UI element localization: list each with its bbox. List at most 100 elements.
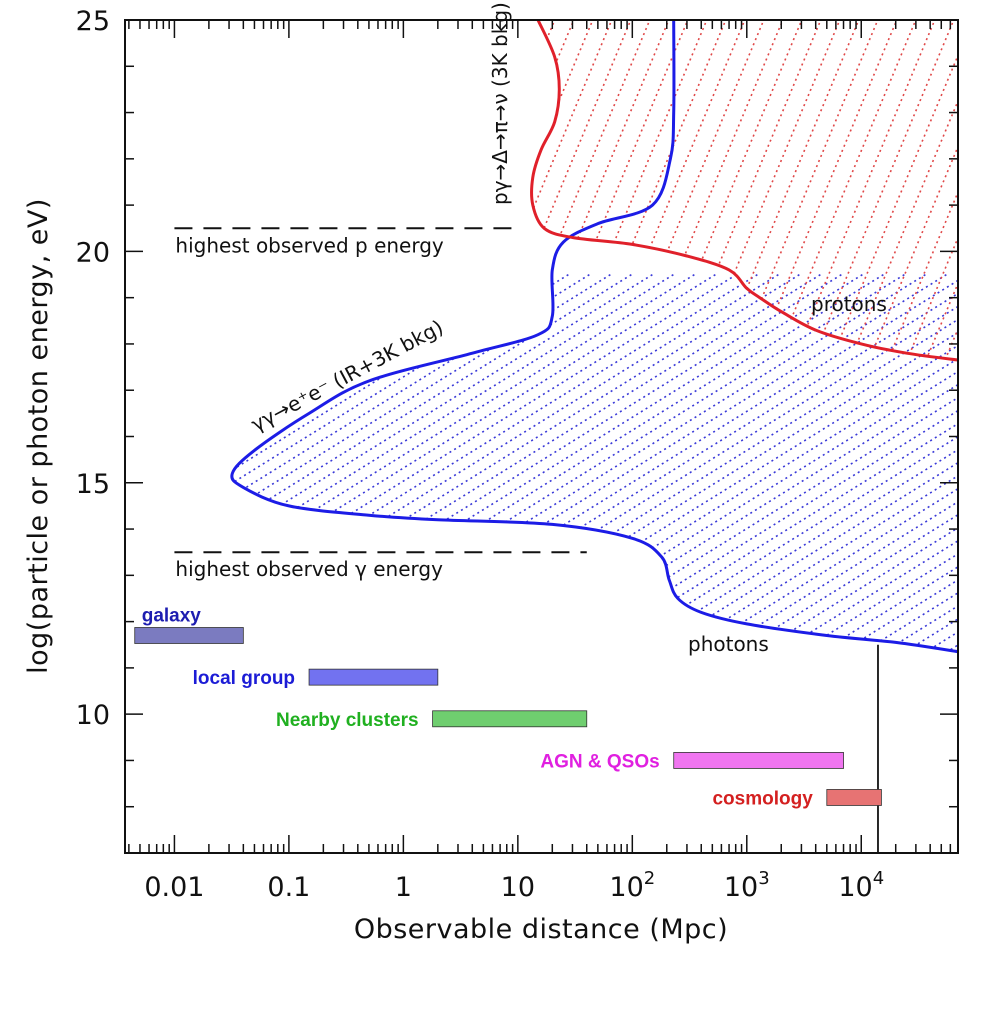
axis-ticks: 0.01 0.1 1 10 102 103 104 10 15 20 25 <box>76 6 959 903</box>
photons-hatch-line <box>231 272 958 652</box>
protons-hatch-line <box>0 0 469 893</box>
x-tick-label: 1 <box>395 872 412 903</box>
photons-hatch-line <box>231 272 614 652</box>
protons-horizon-curve <box>530 20 958 362</box>
protons-hatch-line <box>989 0 1003 893</box>
protons-hatch-line <box>531 20 565 361</box>
photons-hatch-line <box>231 272 656 652</box>
nearby-clusters-bar <box>432 710 588 728</box>
photons-hatch-line <box>231 272 803 652</box>
photons-hatch-line <box>305 272 958 652</box>
photons-hatch-line <box>0 273 109 893</box>
plot-frame <box>124 19 959 854</box>
curves <box>230 20 958 654</box>
photons-hatch-line <box>231 272 950 652</box>
photons-hatch-line <box>231 272 530 652</box>
photon-process-annotation: γγ→e⁺e⁻ (IR+3K bkg) <box>247 315 447 437</box>
protons-hatch-line <box>0 0 108 893</box>
protons-hatch-line <box>874 20 958 361</box>
p-energy-label: highest observed p energy <box>175 233 444 257</box>
photons-hatch-line <box>231 272 958 652</box>
photons-hatch-line <box>326 272 958 652</box>
photons-hatch-line <box>231 272 488 652</box>
protons-hatch-line <box>0 0 526 893</box>
photons-hatch-line <box>231 272 958 652</box>
protons-hatch-line <box>531 20 958 361</box>
photons-hatch-line <box>231 272 719 652</box>
protons-hatch-line <box>0 0 450 893</box>
agn-&-qsos-label: AGN & QSOs <box>540 751 659 772</box>
photons-horizon-curve <box>230 20 958 654</box>
photons-hatch-line <box>231 272 677 652</box>
cosmology-label: cosmology <box>712 788 813 809</box>
photons-hatch-line <box>999 273 1003 893</box>
agn-&-qsos-bar <box>673 752 844 769</box>
gamma-energy-label: highest observed γ energy <box>175 557 443 581</box>
y-tick-label: 20 <box>76 237 110 268</box>
x-tick-label: 102 <box>609 868 655 903</box>
photons-hatch-line <box>231 272 887 652</box>
protons-hatch-line <box>531 20 622 361</box>
protons-label: protons <box>811 292 887 316</box>
protons-hatch-line <box>893 20 958 361</box>
cosmology-bar <box>826 789 882 806</box>
galaxy-label: galaxy <box>142 605 202 626</box>
photons-hatch-line <box>231 272 362 652</box>
photons-hatch-line <box>389 272 958 652</box>
protons-hatch-line <box>0 0 488 893</box>
photons-hatch-line <box>231 272 383 652</box>
protons-hatch-line <box>970 0 1003 893</box>
photons-hatch-line <box>956 272 958 652</box>
proton-process-annotation: pγ→Δ→π→ν (3K bkg) <box>488 2 512 205</box>
photons-hatch-line <box>231 272 958 652</box>
photons-hatch-line <box>231 272 551 652</box>
local-group-label: local group <box>193 668 295 689</box>
x-tick-label: 0.01 <box>144 872 204 903</box>
nearby-clusters-label: Nearby clusters <box>276 710 419 731</box>
local-group-bar <box>308 668 439 686</box>
photons-hatch-line <box>872 272 958 652</box>
y-tick-label: 15 <box>76 469 110 500</box>
photons-label: photons <box>688 632 769 656</box>
protons-hatch-line <box>836 20 958 361</box>
photons-hatch-line <box>0 273 25 893</box>
x-tick-label: 10 <box>501 872 535 903</box>
photons-hatch-line <box>231 272 572 652</box>
galaxy-bar <box>134 627 244 644</box>
photons-hatch-line <box>231 272 740 652</box>
photons-hatch-line <box>231 272 635 652</box>
photons-hatch-line <box>231 272 593 652</box>
y-tick-label: 25 <box>76 6 110 37</box>
photons-hatch-line <box>231 272 929 652</box>
photons-hatch-line <box>231 272 958 652</box>
protons-hatch-line <box>0 0 507 893</box>
protons-hatch-line <box>531 20 546 361</box>
x-axis-title: Observable distance (Mpc) <box>354 914 728 945</box>
photons-hatch-line <box>231 272 467 652</box>
x-tick-label: 0.1 <box>267 872 310 903</box>
photons-hatch-line <box>231 272 958 652</box>
protons-hatch-line <box>0 0 127 893</box>
scale-bars: galaxy local group Nearby clusters AGN & QS… <box>134 605 882 809</box>
photons-hatch-line <box>0 273 130 893</box>
photons-hatch-line <box>231 272 845 652</box>
photons-hatch-line <box>231 272 761 652</box>
x-tick-label: 103 <box>724 868 770 903</box>
protons-hatch-line <box>0 0 374 893</box>
photons-hatch-line <box>231 272 958 652</box>
photons-hatch-line <box>231 272 958 652</box>
photons-hatch-line <box>231 272 958 652</box>
photons-hatch-line <box>231 272 866 652</box>
photons-hatch-line <box>231 272 908 652</box>
photons-hatch-line <box>231 272 509 652</box>
photons-hatch-line <box>347 272 958 652</box>
protons-hatch-line <box>0 0 412 893</box>
y-tick-label: 10 <box>76 700 110 731</box>
protons-hatch-line <box>817 20 958 361</box>
photons-hatch-line <box>231 272 824 652</box>
photons-hatch-line <box>935 272 958 652</box>
photons-hatch-line <box>284 272 958 652</box>
x-tick-label: 104 <box>838 868 884 903</box>
photons-hatch-line <box>231 272 782 652</box>
